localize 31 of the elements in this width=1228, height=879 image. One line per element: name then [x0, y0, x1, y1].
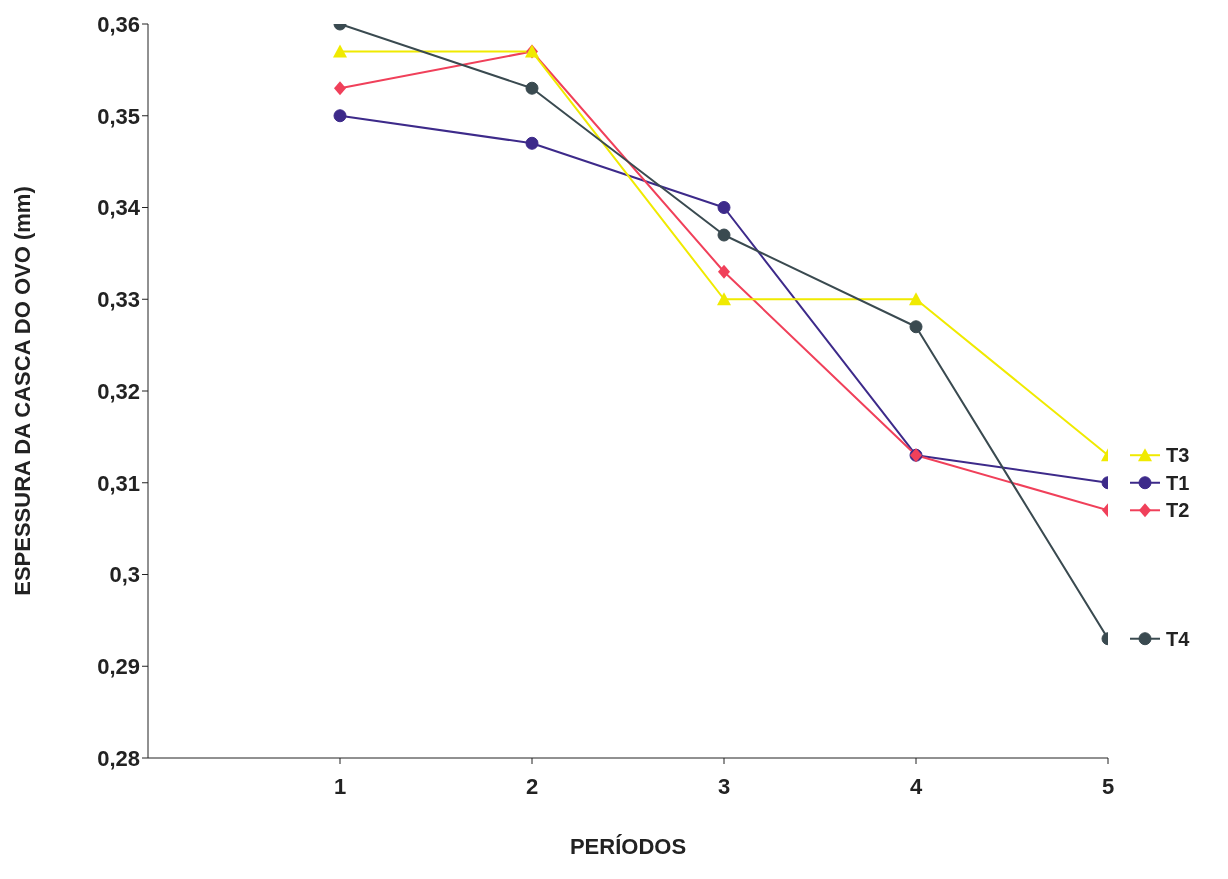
y-tick-label: 0,3	[109, 562, 140, 588]
x-tick-label: 5	[1101, 773, 1115, 799]
y-tick-label: 0,34	[97, 195, 141, 221]
x-tick-label: 1	[333, 773, 347, 799]
y-tick-label: 0,36	[97, 11, 140, 37]
point	[718, 264, 730, 279]
y-tick-label: 0,32	[97, 378, 140, 404]
point	[717, 201, 731, 214]
x-axis-title: PERÍODOS	[569, 833, 687, 859]
y-tick-label: 0,28	[97, 745, 140, 771]
legend-label: T4	[1166, 627, 1191, 650]
y-tick-label: 0,35	[97, 103, 140, 129]
y-axis-title: ESPESSURA DA CASCA DO OVO (mm)	[9, 186, 35, 596]
point	[333, 109, 347, 123]
legend-label: T3	[1166, 444, 1190, 467]
point	[717, 228, 731, 242]
point	[909, 292, 923, 306]
x-tick-label: 2	[525, 773, 539, 799]
point	[717, 292, 731, 306]
point	[333, 44, 347, 58]
point	[334, 81, 346, 96]
y-tick-label: 0,33	[97, 287, 140, 313]
legend-label: T1	[1166, 471, 1190, 494]
legend-label: T2	[1166, 499, 1190, 522]
point	[525, 136, 539, 150]
point	[525, 81, 539, 95]
x-tick-label: 4	[909, 773, 923, 799]
point	[909, 320, 923, 334]
y-tick-label: 0,31	[97, 470, 140, 496]
y-tick-label: 0,29	[97, 654, 140, 680]
x-tick-label: 3	[717, 773, 731, 799]
